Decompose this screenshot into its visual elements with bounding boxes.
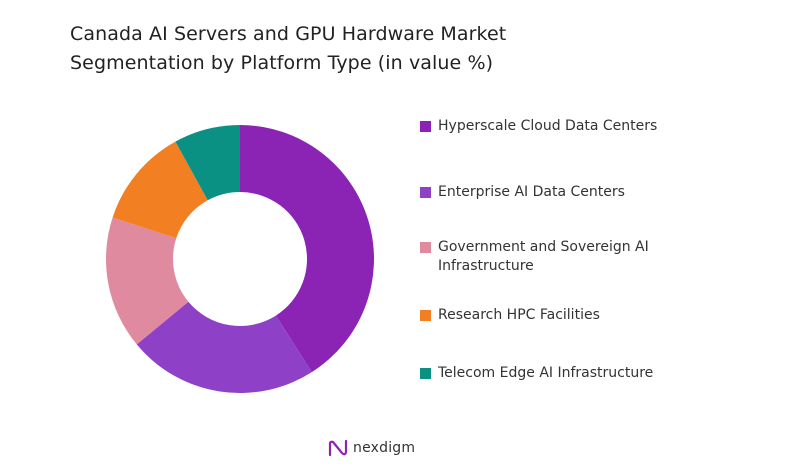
legend-swatch-telecom [420, 368, 431, 379]
legend-item-government: Government and Sovereign AI Infrastructur… [420, 238, 688, 276]
legend-label-hyperscale: Hyperscale Cloud Data Centers [438, 118, 658, 134]
donut-slice-government [106, 217, 189, 345]
legend-label-research: Research HPC Facilities [438, 307, 600, 323]
legend-swatch-enterprise [420, 187, 431, 198]
donut-slice-telecom [175, 125, 240, 201]
chart-title: Canada AI Servers and GPU Hardware Marke… [70, 20, 670, 78]
chart-title-line-1: Canada AI Servers and GPU Hardware Marke… [70, 23, 507, 45]
chart-title-line-2: Segmentation by Platform Type (in value … [70, 52, 494, 74]
donut-slice-enterprise [136, 301, 312, 393]
legend-label-telecom: Telecom Edge AI Infrastructure [438, 365, 654, 381]
legend-item-research: Research HPC Facilities [420, 306, 688, 325]
donut-slice-hyperscale [240, 125, 374, 373]
legend-item-telecom: Telecom Edge AI Infrastructure [420, 364, 688, 383]
legend-swatch-research [420, 310, 431, 321]
nexdigm-logo-icon [328, 439, 348, 457]
legend-item-hyperscale: Hyperscale Cloud Data Centers [420, 117, 688, 136]
brand-name: nexdigm [353, 440, 416, 456]
legend-swatch-hyperscale [420, 121, 431, 132]
legend-swatch-government [420, 242, 431, 253]
donut-slice-research [112, 141, 208, 239]
chart-legend: Hyperscale Cloud Data Centers Enterprise… [420, 0, 720, 475]
brand-logo: nexdigm [327, 438, 415, 458]
legend-label-enterprise: Enterprise AI Data Centers [438, 184, 625, 200]
legend-label-government: Government and Sovereign AI Infrastructur… [438, 239, 649, 274]
legend-item-enterprise: Enterprise AI Data Centers [420, 183, 688, 202]
donut-chart [106, 125, 374, 393]
